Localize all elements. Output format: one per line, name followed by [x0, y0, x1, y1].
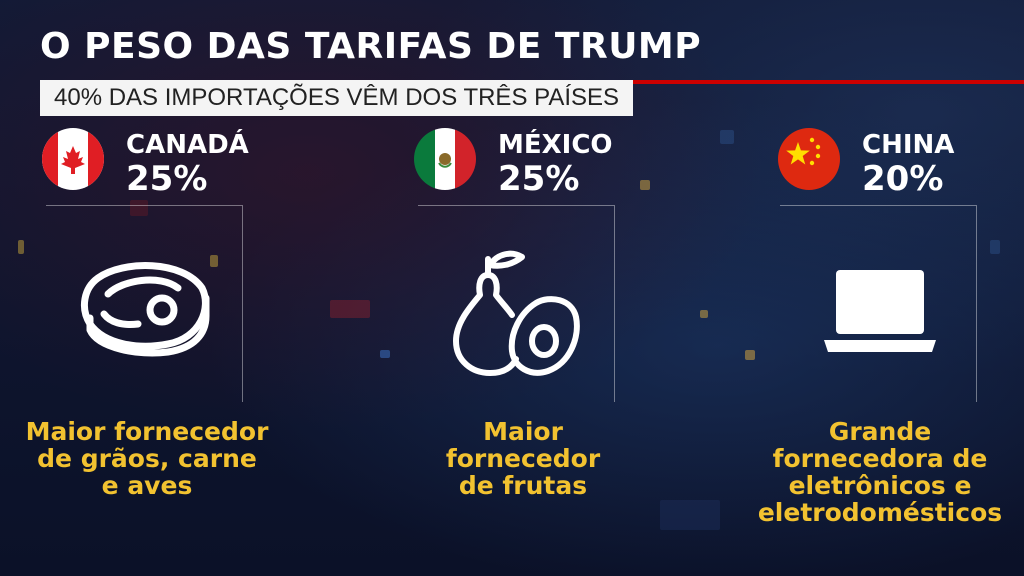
mexico-flag: [414, 128, 476, 190]
country-china: CHINA 20%: [862, 128, 954, 196]
fruits-icon: [450, 245, 590, 385]
page-title: O PESO DAS TARIFAS DE TRUMP: [40, 26, 702, 67]
subtitle-banner: 40% DAS IMPORTAÇÕES VÊM DOS TRÊS PAÍSES: [40, 80, 634, 116]
background-speck: [990, 240, 1000, 254]
icon-frame: [780, 205, 977, 402]
description-line: Grande: [828, 417, 932, 446]
country-percent: 20%: [862, 159, 944, 199]
country-percent: 25%: [498, 159, 580, 199]
background-speck: [700, 310, 708, 318]
background-speck: [380, 350, 390, 358]
description-line: eletrodomésticos: [757, 498, 1003, 527]
icon-frame: [46, 205, 243, 402]
description-canada: Maior fornecedor de grãos, carne e aves: [20, 418, 274, 499]
steak-icon: [78, 258, 214, 363]
description-line: Maior: [483, 417, 563, 446]
background-speck: [130, 200, 148, 216]
country-name: MÉXICO: [498, 130, 613, 160]
country-name: CANADÁ: [126, 130, 249, 160]
country-mexico: MÉXICO 25%: [498, 128, 613, 196]
description-mexico: Maior fornecedor de frutas: [408, 418, 638, 499]
background-speck: [18, 240, 24, 254]
country-canada: CANADÁ 25%: [126, 128, 249, 196]
china-flag: [778, 128, 840, 190]
background-speck: [660, 500, 720, 530]
description-line: eletrônicos e: [788, 471, 972, 500]
description-line: Maior fornecedor: [25, 417, 269, 446]
canada-flag: [42, 128, 104, 190]
laptop-icon: [822, 268, 938, 363]
description-line: de frutas: [458, 471, 588, 500]
country-name: CHINA: [862, 130, 955, 160]
background-speck: [210, 255, 218, 267]
description-line: de grãos, carne: [37, 444, 257, 473]
background-speck: [640, 180, 650, 190]
country-percent: 25%: [126, 159, 208, 199]
description-china: Grande fornecedora de eletrônicos e elet…: [755, 418, 1005, 526]
background-speck: [745, 350, 755, 360]
description-line: e aves: [101, 471, 193, 500]
description-line: fornecedora de: [772, 444, 988, 473]
background-speck: [720, 130, 734, 144]
icon-frame: [418, 205, 615, 402]
background-speck: [330, 300, 370, 318]
description-line: fornecedor: [445, 444, 601, 473]
